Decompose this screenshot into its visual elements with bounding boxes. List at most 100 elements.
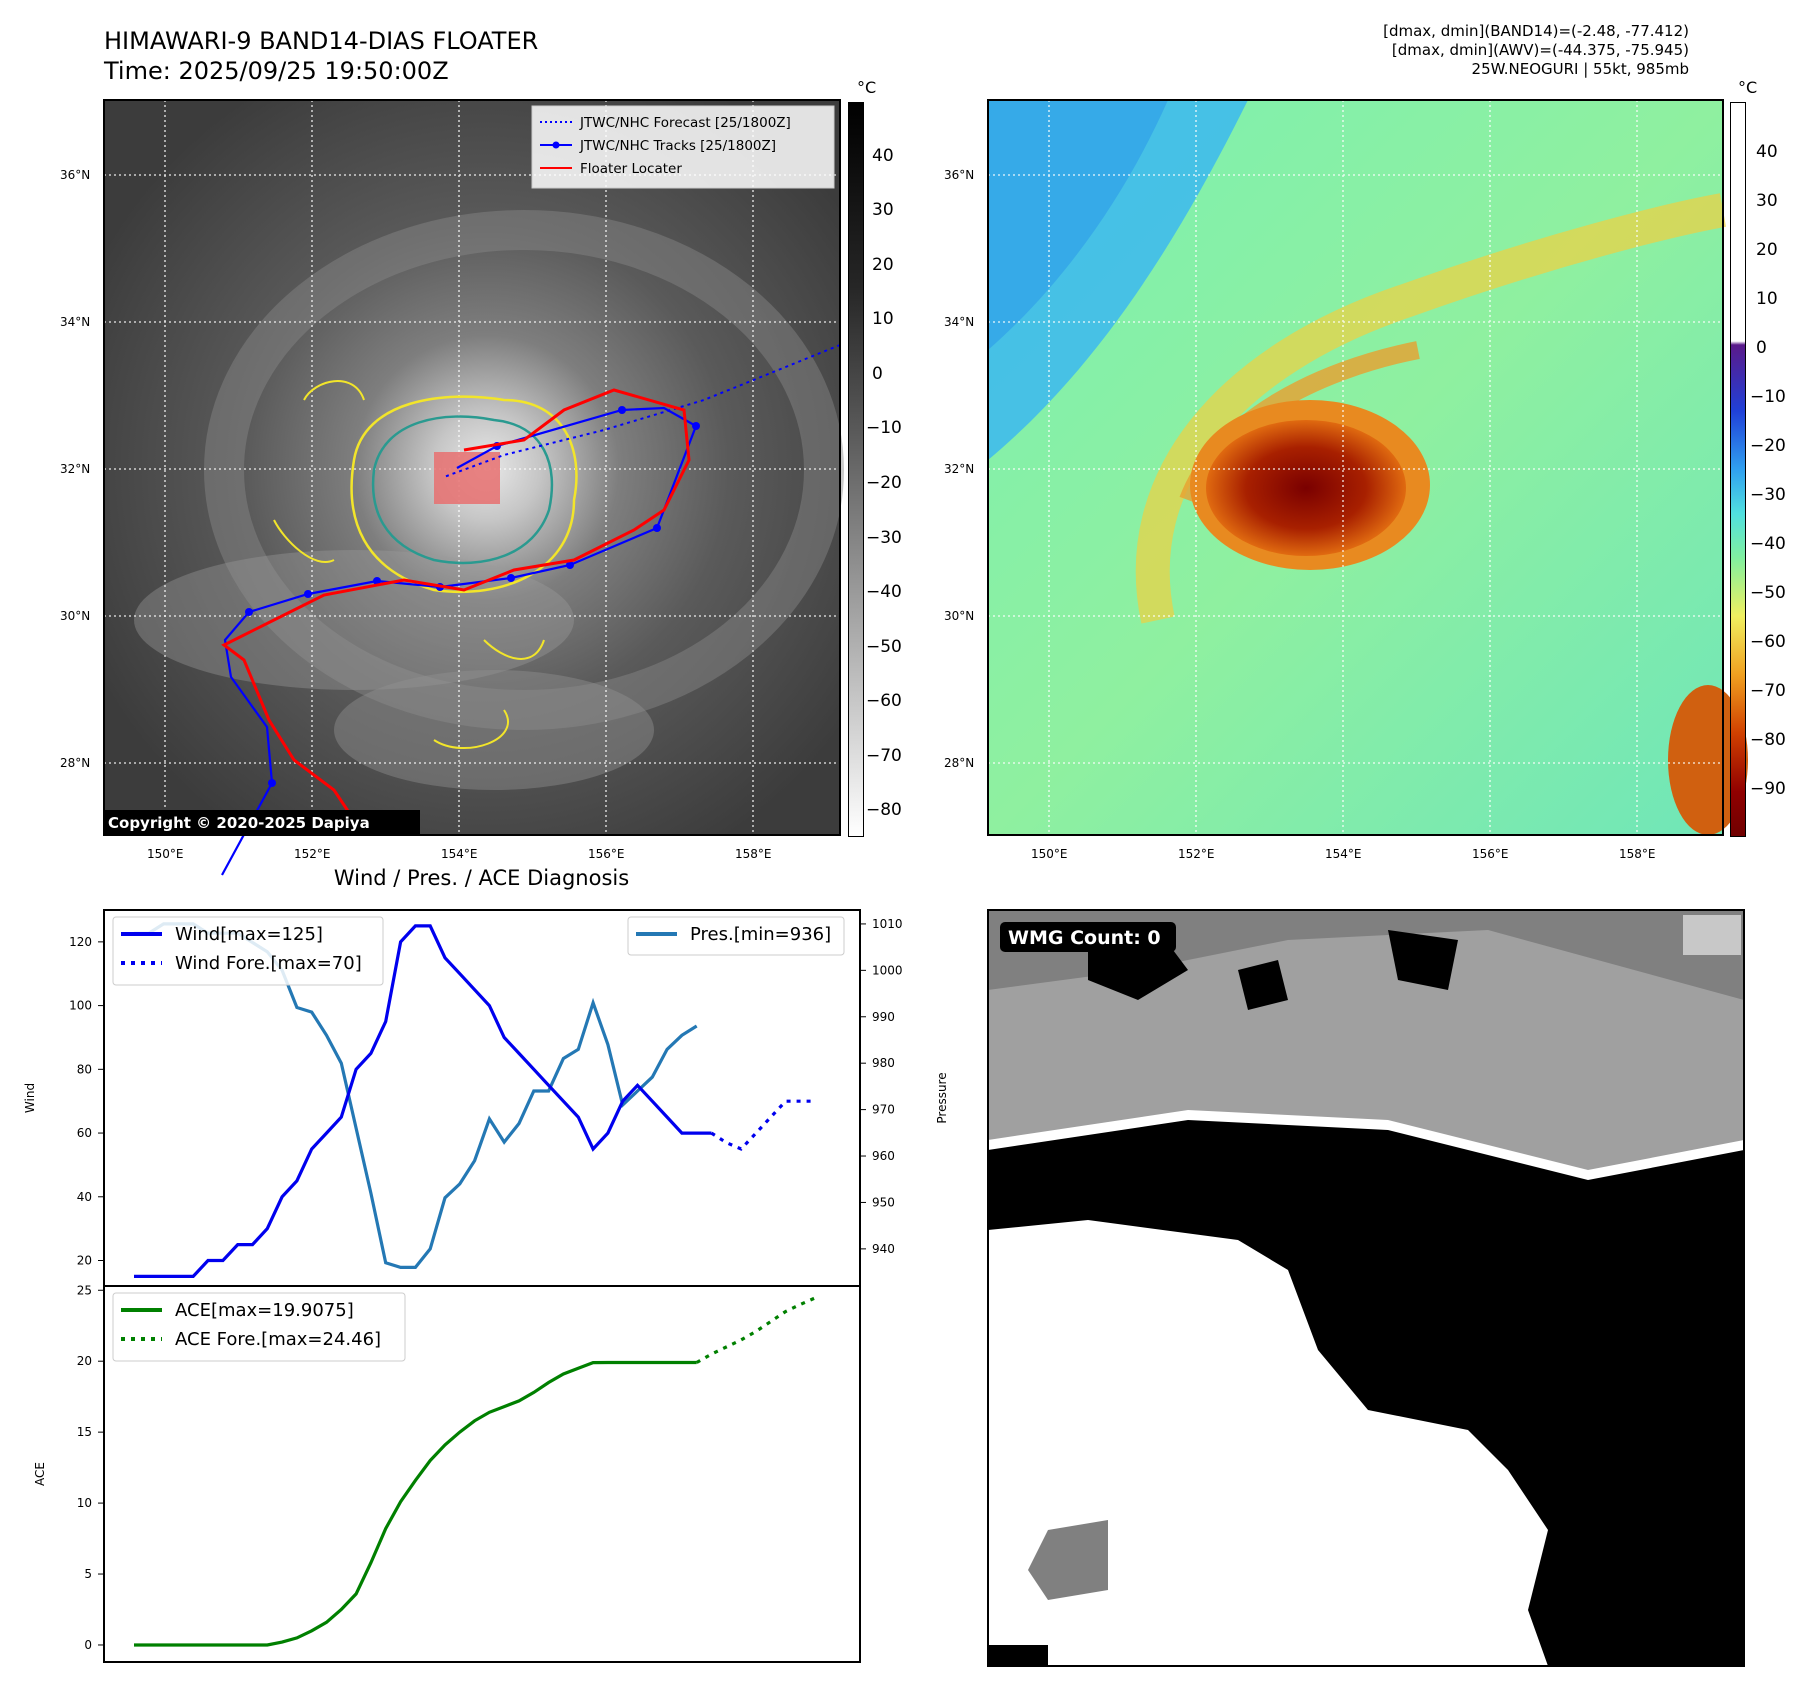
map-frame bbox=[103, 99, 841, 836]
wmg-region-light-gray bbox=[988, 930, 1744, 1170]
legend-ace-fore-label: ACE Fore.[max=24.46] bbox=[175, 1329, 381, 1350]
cbar-tick: −60 bbox=[866, 691, 902, 711]
legend-floater-label: Floater Locater bbox=[580, 161, 682, 177]
ir-cloud-band bbox=[204, 210, 844, 730]
lat-label: 32°N bbox=[944, 462, 975, 476]
cbar-tick: 40 bbox=[1756, 142, 1778, 162]
stats-awv: [dmax, dmin](AWV)=(-44.375, -75.945) bbox=[1391, 41, 1689, 59]
pres-legend bbox=[627, 916, 845, 956]
lat-label: 36°N bbox=[60, 168, 91, 182]
awv-colorbar-unit: °C bbox=[1738, 78, 1758, 97]
lon-label: 154°E bbox=[441, 847, 478, 861]
cbar-tick: 0 bbox=[872, 364, 883, 384]
wind-axis-label: Wind bbox=[23, 1083, 37, 1113]
wmg-corner-cell bbox=[988, 1645, 1048, 1666]
ace-line bbox=[134, 1360, 697, 1647]
cbar-tick: −30 bbox=[1750, 485, 1786, 505]
legend-track-label: JTWC/NHC Tracks [25/1800Z] bbox=[579, 138, 776, 154]
cbar-tick: −80 bbox=[866, 800, 902, 820]
ir-map-panel: JTWC/NHC Forecast [25/1800Z] JTWC/NHC Tr… bbox=[103, 99, 844, 876]
legend-pres-label: Pres.[min=936] bbox=[690, 924, 831, 945]
pressure-axis-label: Pressure bbox=[935, 1072, 949, 1123]
wind-tick-label: 100 bbox=[69, 999, 92, 1013]
wind-line bbox=[134, 924, 712, 1278]
wmg-cells-black-top bbox=[1088, 930, 1458, 1010]
wind-tick-label: 60 bbox=[77, 1126, 92, 1140]
ir-colorbar-unit: °C bbox=[857, 78, 877, 97]
legend-ace-label: ACE[max=19.9075] bbox=[175, 1300, 354, 1321]
time-label: Time: 2025/09/25 19:50:00Z bbox=[104, 57, 449, 85]
pressure-tick-label: 950 bbox=[872, 1195, 895, 1209]
lat-label: 30°N bbox=[60, 609, 91, 623]
storm-info: 25W.NEOGURI | 55kt, 985mb bbox=[1471, 60, 1689, 78]
cbar-tick: −20 bbox=[866, 473, 902, 493]
lat-label: 32°N bbox=[60, 462, 91, 476]
wind-forecast-line bbox=[710, 1099, 816, 1151]
legend-track-marker bbox=[552, 141, 560, 149]
cbar-tick: 30 bbox=[872, 200, 894, 220]
wmg-panel: WMG Count: 0 bbox=[987, 909, 1745, 1667]
cbar-tick: −10 bbox=[866, 418, 902, 438]
wind-legend bbox=[112, 916, 384, 986]
lat-label: 30°N bbox=[944, 609, 975, 623]
ir-colorbar bbox=[848, 102, 864, 837]
wmg-frame bbox=[987, 909, 1745, 1667]
ace-tick-label: 10 bbox=[77, 1496, 92, 1510]
cbar-tick: −50 bbox=[866, 637, 902, 657]
awv-edge-cell bbox=[1668, 685, 1748, 835]
cbar-tick: −40 bbox=[1750, 534, 1786, 554]
stats-band14: [dmax, dmin](BAND14)=(-2.48, -77.412) bbox=[1383, 22, 1689, 40]
lon-label: 158°E bbox=[1619, 847, 1656, 861]
ir-cloud-patch bbox=[334, 670, 654, 790]
wind-tick-label: 120 bbox=[69, 935, 92, 949]
cbar-tick: −80 bbox=[1750, 730, 1786, 750]
cbar-tick: −60 bbox=[1750, 632, 1786, 652]
cbar-tick: 0 bbox=[1756, 338, 1767, 358]
lat-label: 34°N bbox=[60, 315, 91, 329]
pressure-tick-label: 970 bbox=[872, 1103, 895, 1117]
lon-label: 152°E bbox=[1178, 847, 1215, 861]
cbar-tick: −10 bbox=[1750, 387, 1786, 407]
pressure-tick-label: 980 bbox=[872, 1056, 895, 1070]
lat-label: 34°N bbox=[944, 315, 975, 329]
cbar-tick: −50 bbox=[1750, 583, 1786, 603]
floater-locater-line bbox=[221, 388, 691, 821]
cbar-tick: −90 bbox=[1750, 779, 1786, 799]
cbar-tick: 30 bbox=[1756, 191, 1778, 211]
ace-legend bbox=[112, 1292, 406, 1362]
cbar-tick: 20 bbox=[1756, 240, 1778, 260]
stats-header: [dmax, dmin](BAND14)=(-2.48, -77.412) [d… bbox=[1383, 22, 1689, 79]
ace-tick-label: 5 bbox=[84, 1567, 92, 1581]
awv-colorbar bbox=[1730, 102, 1746, 837]
legend-wind-fore-label: Wind Fore.[max=70] bbox=[175, 953, 362, 974]
lat-label: 28°N bbox=[60, 756, 91, 770]
awv-dry-slot-core bbox=[988, 100, 1168, 350]
cbar-tick: 10 bbox=[872, 309, 894, 329]
awv-frame bbox=[987, 99, 1724, 836]
cbar-tick: −30 bbox=[866, 528, 902, 548]
pressure-tick-label: 1000 bbox=[872, 963, 903, 977]
awv-map-panel bbox=[987, 99, 1748, 836]
cbar-tick: −20 bbox=[1750, 436, 1786, 456]
lon-label: 150°E bbox=[147, 847, 184, 861]
cbar-tick: 10 bbox=[1756, 289, 1778, 309]
ace-tick-label: 20 bbox=[77, 1354, 92, 1368]
lon-label: 156°E bbox=[588, 847, 625, 861]
wmg-region-black bbox=[988, 1120, 1744, 1666]
diag-title: Wind / Pres. / ACE Diagnosis bbox=[333, 866, 630, 890]
page-title: HIMAWARI-9 BAND14-DIAS FLOATER bbox=[104, 27, 539, 55]
lon-label: 156°E bbox=[1472, 847, 1509, 861]
legend-wind-label: Wind[max=125] bbox=[175, 924, 323, 945]
pressure-tick-label: 1010 bbox=[872, 917, 903, 931]
ace-axis-label: ACE bbox=[33, 1462, 47, 1486]
pressure-tick-label: 960 bbox=[872, 1149, 895, 1163]
wmg-count-box bbox=[1000, 922, 1176, 952]
legend-forecast-label: JTWC/NHC Forecast [25/1800Z] bbox=[579, 115, 791, 131]
ace-tick-label: 0 bbox=[84, 1638, 92, 1652]
copyright-text: Copyright © 2020-2025 Dapiya bbox=[108, 814, 370, 832]
pressure-tick-label: 940 bbox=[872, 1242, 895, 1256]
contour-yellow-outer bbox=[273, 380, 545, 749]
contour-yellow bbox=[350, 395, 578, 594]
contour-teal bbox=[371, 415, 554, 565]
map-legend bbox=[531, 105, 835, 189]
